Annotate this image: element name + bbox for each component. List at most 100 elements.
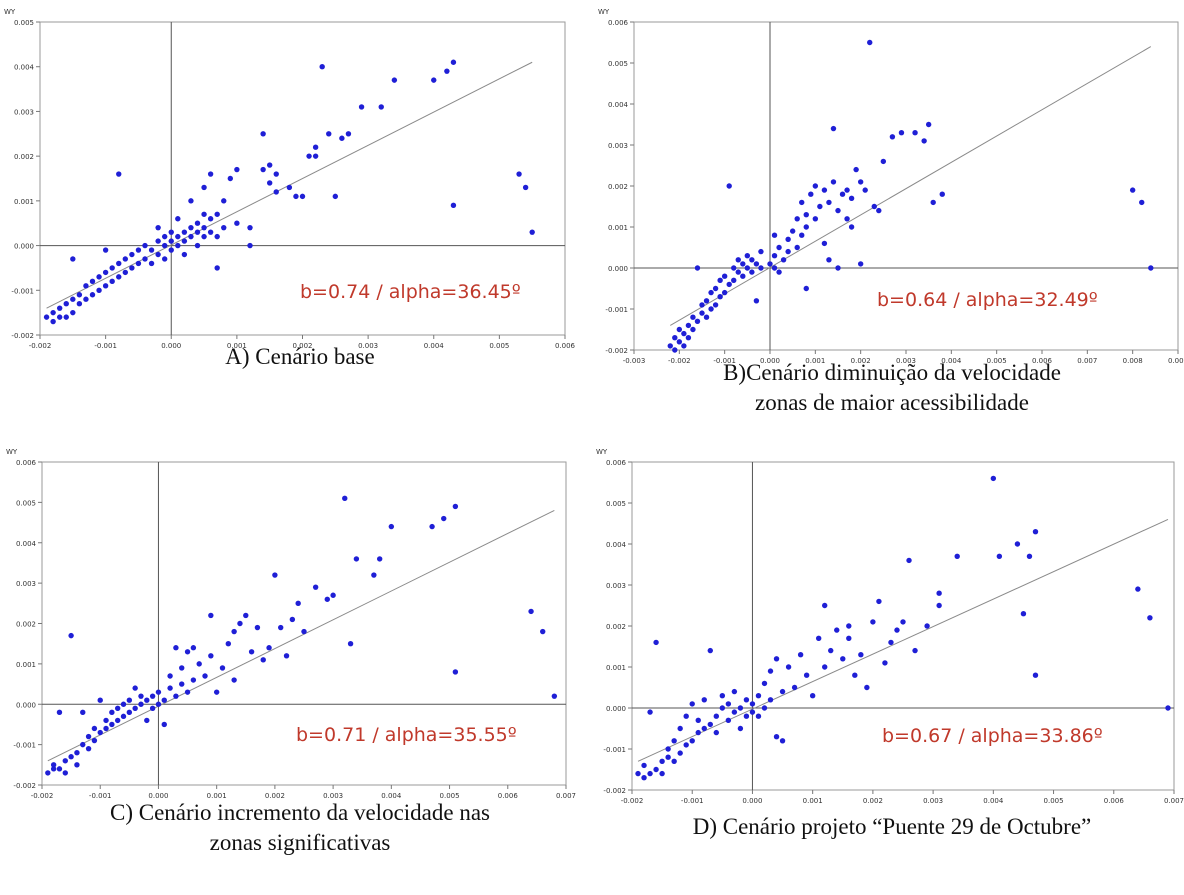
y-tick-label: 0.002 <box>14 153 34 161</box>
data-point <box>155 701 162 707</box>
data-point <box>109 709 115 716</box>
data-point <box>97 729 103 736</box>
scatter-plot-b: WY -0.003 -0.002 -0.001 0.000 0.001 0.002 0.003… <box>598 8 1184 365</box>
data-point <box>894 627 900 633</box>
data-point <box>690 326 696 333</box>
data-point <box>102 247 109 253</box>
data-point <box>148 260 155 267</box>
data-point <box>743 713 750 719</box>
data-point <box>789 228 796 234</box>
data-point <box>681 343 687 349</box>
data-point <box>260 166 266 173</box>
data-point <box>96 274 102 280</box>
data-point <box>653 639 659 646</box>
data-point <box>155 238 161 244</box>
data-point <box>758 248 764 255</box>
data-point <box>247 242 253 249</box>
data-point <box>132 685 138 691</box>
data-point <box>659 770 665 777</box>
data-point <box>695 717 701 723</box>
data-point <box>129 251 135 258</box>
x-tick-label: 0.000 <box>742 797 762 805</box>
data-point <box>797 652 804 658</box>
data-point <box>779 688 786 695</box>
data-point <box>142 242 148 249</box>
data-point <box>821 240 828 247</box>
y-tick-label: 0.005 <box>16 499 36 507</box>
data-point <box>202 673 208 679</box>
data-point <box>201 224 207 231</box>
data-point <box>812 183 819 189</box>
data-point <box>102 283 109 289</box>
data-point <box>76 301 83 307</box>
data-point <box>735 257 741 263</box>
data-point <box>299 193 306 200</box>
data-point <box>68 632 74 639</box>
data-point <box>822 602 828 609</box>
data-point <box>900 619 906 625</box>
data-point <box>835 207 841 214</box>
data-point <box>301 628 307 635</box>
data-point <box>168 229 174 235</box>
data-point <box>701 697 707 703</box>
data-point <box>996 553 1003 559</box>
data-point <box>1129 187 1136 193</box>
data-point <box>808 191 814 197</box>
moran-annotation: b=0.74 / alpha=36.45º <box>300 281 521 303</box>
data-point <box>56 314 63 320</box>
data-point <box>91 725 98 732</box>
data-point <box>924 623 930 629</box>
data-point <box>272 572 278 578</box>
data-point <box>936 590 942 596</box>
data-point <box>699 302 705 308</box>
data-point <box>181 251 188 258</box>
data-point <box>699 310 705 316</box>
data-point <box>50 318 56 325</box>
data-point <box>155 689 162 695</box>
data-point <box>62 758 68 764</box>
data-point <box>188 198 194 204</box>
data-point <box>785 664 792 670</box>
data-point <box>826 257 832 263</box>
x-tick-label: -0.002 <box>31 792 54 800</box>
data-point <box>91 737 98 744</box>
data-point <box>116 260 122 267</box>
data-point <box>773 734 780 740</box>
data-point <box>528 608 534 615</box>
x-tick-label: 0.009 <box>1168 357 1184 365</box>
caption-line: A) Cenário base <box>225 344 375 369</box>
data-point <box>161 233 168 240</box>
data-point <box>858 652 864 658</box>
data-point <box>721 273 728 279</box>
data-point <box>921 138 927 144</box>
data-point <box>207 229 214 235</box>
data-point <box>188 233 194 240</box>
chart-panel-a: WY -0.002 -0.001 0.000 0.001 0.002 0.003 0.004 0… <box>0 0 592 440</box>
data-point <box>880 158 887 165</box>
data-point <box>990 475 997 482</box>
data-point <box>665 746 671 752</box>
y-tick-label: 0.003 <box>16 580 36 588</box>
data-point <box>260 657 266 663</box>
data-point <box>749 257 755 263</box>
data-point <box>201 184 207 191</box>
data-point <box>97 697 103 703</box>
y-tick-label: 0.000 <box>16 701 36 709</box>
x-tick-label: 0.007 <box>1164 797 1184 805</box>
y-tick-label: 0.000 <box>14 243 34 251</box>
data-point <box>776 244 782 251</box>
y-tick-label: 0.002 <box>608 183 628 191</box>
data-point <box>254 624 261 631</box>
data-point <box>330 592 336 598</box>
data-point <box>155 224 161 231</box>
data-point <box>391 77 398 83</box>
data-point <box>214 265 220 271</box>
x-tick-label: 0.000 <box>760 357 780 365</box>
y-axis-label: WY <box>596 448 608 456</box>
data-point <box>306 153 312 159</box>
data-point <box>708 289 714 296</box>
y-tick-label: 0.003 <box>14 108 34 116</box>
x-tick-label: 0.006 <box>498 792 519 800</box>
data-point <box>85 733 92 740</box>
x-tick-label: 0.000 <box>148 792 168 800</box>
